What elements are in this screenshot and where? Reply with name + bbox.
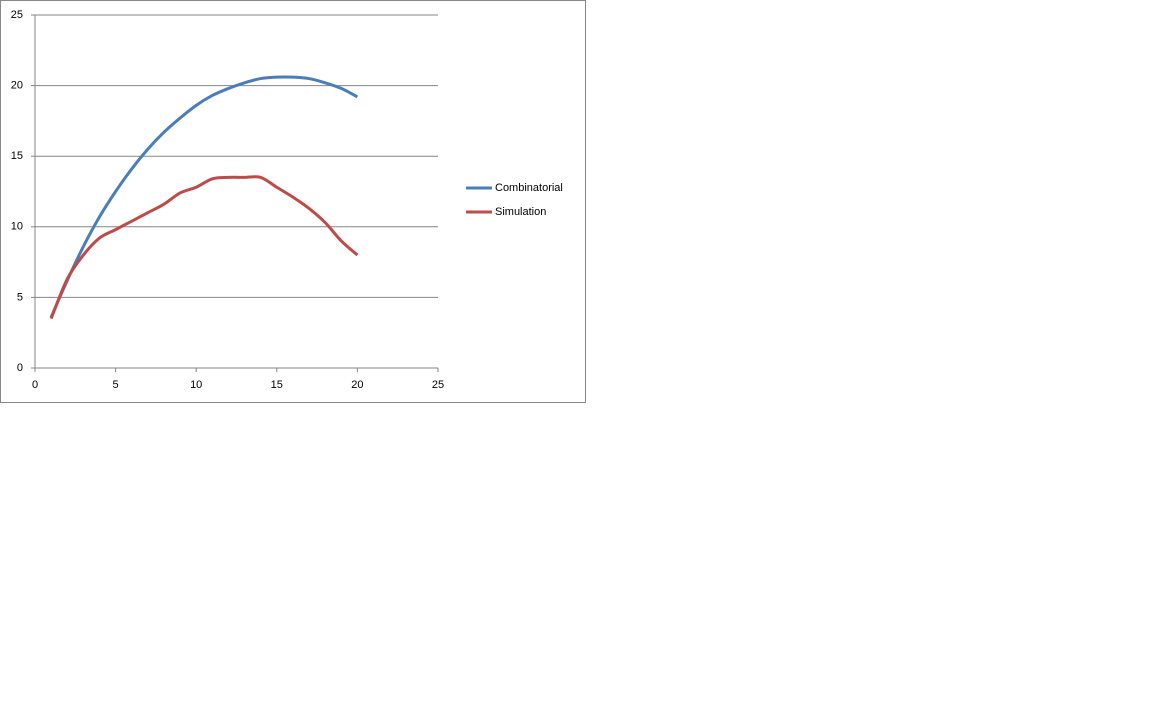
y-tick-label: 5 (17, 291, 23, 303)
x-tick-label: 25 (432, 379, 444, 391)
legend-label: Combinatorial (495, 182, 563, 194)
x-tick-label: 10 (190, 379, 202, 391)
y-tick-label: 0 (17, 362, 23, 374)
legend-label: Simulation (495, 206, 546, 218)
series-line (49, 175, 359, 320)
y-tick-label: 20 (11, 80, 23, 92)
x-tick-label: 0 (32, 379, 38, 391)
chart-border (0, 0, 586, 403)
x-tick-label: 5 (113, 379, 119, 391)
y-tick-label: 25 (11, 9, 23, 21)
series-line (49, 75, 359, 318)
y-tick-label: 10 (11, 221, 23, 233)
x-tick-label: 20 (351, 379, 363, 391)
y-tick-label: 15 (11, 150, 23, 162)
x-tick-label: 15 (271, 379, 283, 391)
